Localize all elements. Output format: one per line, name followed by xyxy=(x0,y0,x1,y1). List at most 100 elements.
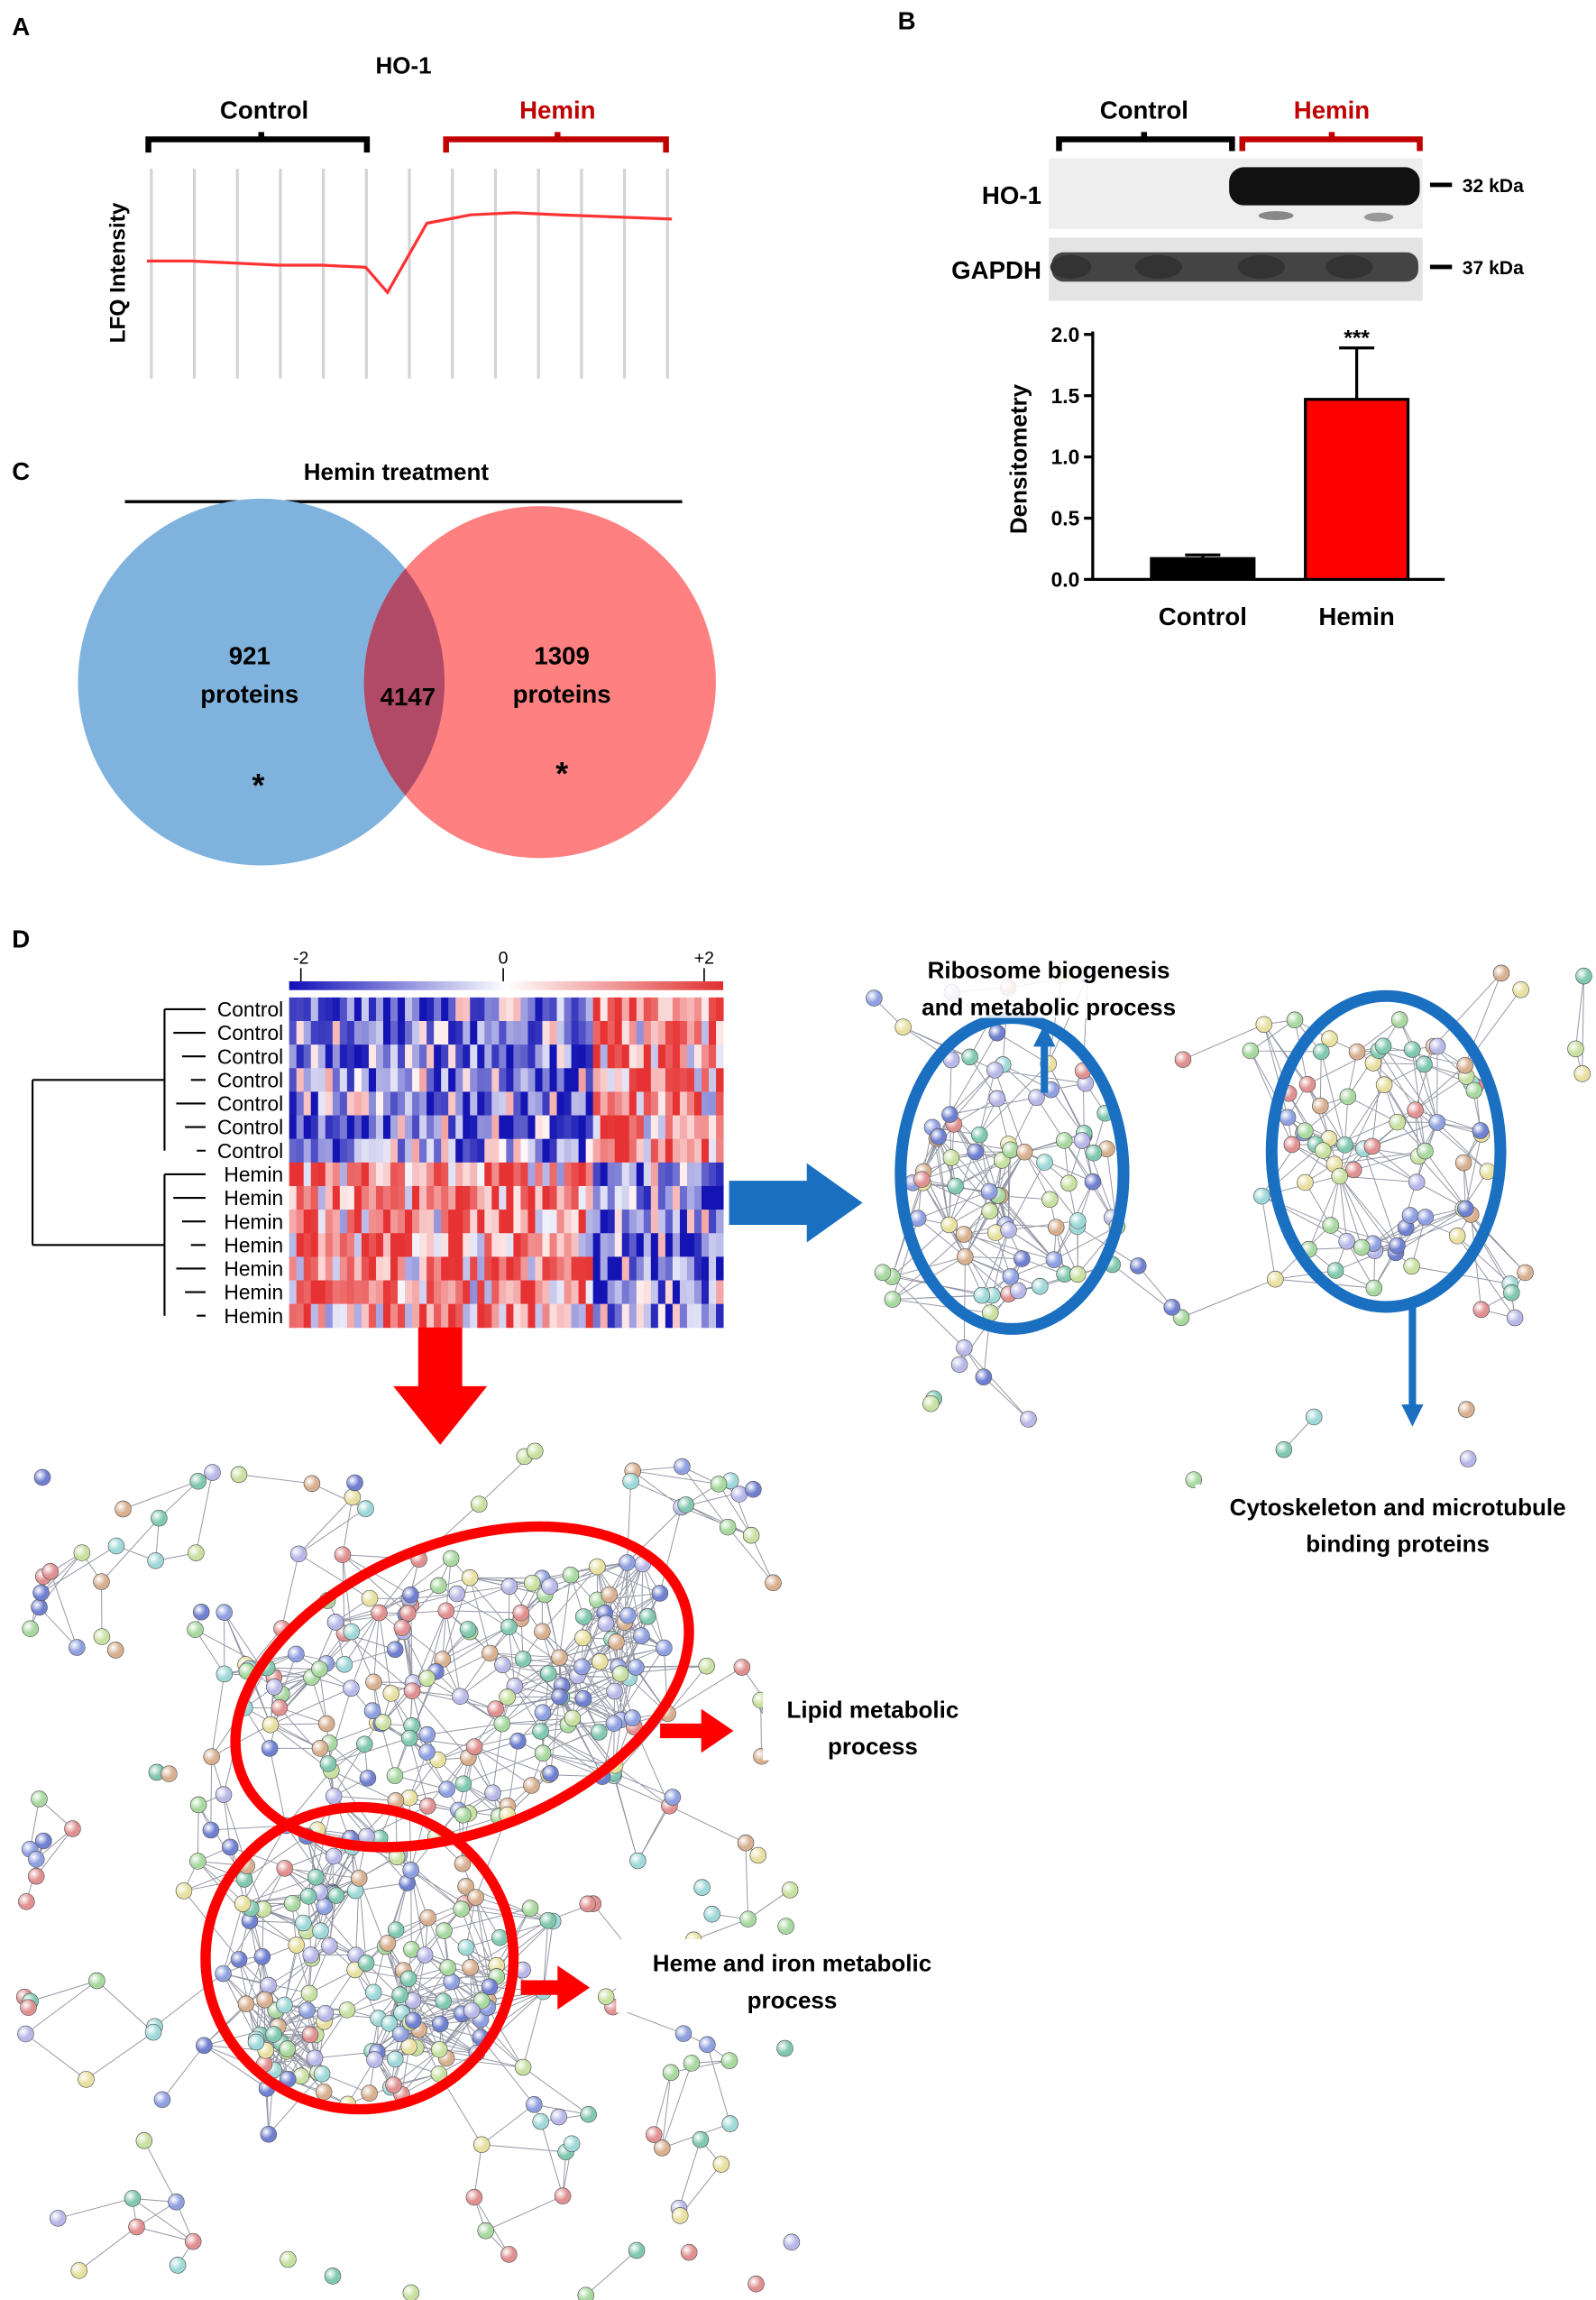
node xyxy=(1401,1207,1419,1224)
node xyxy=(69,1639,86,1656)
heat-cell xyxy=(628,1256,637,1281)
heat-cell xyxy=(535,1091,543,1117)
node xyxy=(315,2084,333,2101)
heat-cell xyxy=(527,1115,536,1140)
heat-cell xyxy=(571,1021,580,1045)
heat-cell xyxy=(455,1303,463,1329)
heat-cell xyxy=(556,1185,565,1210)
heat-cell xyxy=(513,1091,521,1117)
heat-cell xyxy=(621,1021,630,1045)
heat-cell xyxy=(455,1233,463,1257)
node xyxy=(551,1688,568,1706)
venn-title: Hemin treatment xyxy=(304,458,490,485)
heat-cell xyxy=(628,1185,637,1210)
node xyxy=(453,1900,470,1918)
heat-cell xyxy=(434,1068,442,1092)
heat-cell xyxy=(600,1256,609,1281)
heat-cell xyxy=(578,1138,587,1164)
heat-cell xyxy=(289,1162,298,1187)
node xyxy=(664,1789,682,1806)
node xyxy=(419,1798,436,1815)
heat-cell xyxy=(412,1138,420,1164)
node xyxy=(550,2108,567,2126)
heat-cell xyxy=(564,1233,573,1257)
heat-cell xyxy=(427,1162,435,1187)
node xyxy=(365,1673,382,1691)
heat-cell xyxy=(412,1091,420,1117)
heat-cell xyxy=(477,1138,485,1164)
heat-cell xyxy=(607,1091,616,1117)
heat-cell xyxy=(325,1210,334,1234)
heat-cell xyxy=(527,1068,536,1092)
heat-cell xyxy=(375,1138,384,1164)
heat-cell xyxy=(600,1280,609,1305)
node xyxy=(1032,1277,1049,1295)
heat-cell xyxy=(628,1303,637,1329)
heat-cell xyxy=(368,1210,377,1234)
node xyxy=(1069,1212,1087,1229)
node xyxy=(436,1922,453,1939)
heat-cell xyxy=(636,1233,645,1257)
node xyxy=(386,1767,404,1784)
node xyxy=(216,1604,233,1621)
node xyxy=(1060,1174,1078,1192)
heat-cell xyxy=(470,1303,478,1329)
heat-cell xyxy=(441,1021,449,1045)
node xyxy=(622,1472,639,1490)
heat-cell xyxy=(296,1021,305,1045)
heat-cell xyxy=(289,1303,298,1329)
heat-cell xyxy=(643,1210,652,1234)
significance: *** xyxy=(1344,326,1370,350)
heat-cell xyxy=(499,1210,507,1234)
node xyxy=(399,1970,417,1987)
heat-cell xyxy=(592,1280,601,1305)
heat-cell xyxy=(542,1162,550,1187)
heat-cell xyxy=(556,1303,565,1329)
set-mark: * xyxy=(252,768,265,804)
heat-cell xyxy=(499,1233,507,1257)
node xyxy=(196,2037,213,2055)
node xyxy=(343,1679,360,1697)
heat-cell xyxy=(686,1138,695,1164)
heat-cell xyxy=(463,1021,471,1045)
heat-cell xyxy=(621,1210,630,1234)
heat-cell xyxy=(535,1210,543,1234)
heat-cell xyxy=(310,1303,319,1329)
heat-cell xyxy=(470,997,478,1022)
node xyxy=(430,1577,447,1595)
heat-cell xyxy=(571,1044,580,1069)
node xyxy=(256,1991,273,2009)
node xyxy=(913,1171,931,1188)
heat-cell xyxy=(427,1021,435,1045)
heat-cell xyxy=(621,1091,630,1117)
x-tick-label: Control xyxy=(1159,603,1247,630)
heat-cell xyxy=(448,1091,456,1117)
venn-set xyxy=(363,506,716,859)
heat-cell xyxy=(296,1210,305,1234)
heat-cell xyxy=(679,1185,688,1210)
heat-cell xyxy=(513,1068,521,1092)
node xyxy=(324,2268,342,2285)
node xyxy=(430,2040,448,2058)
heat-cell xyxy=(520,1233,528,1257)
heat-cell xyxy=(289,1138,298,1164)
node xyxy=(27,1867,45,1885)
heat-cell xyxy=(600,1185,609,1210)
network-label: process xyxy=(828,1733,918,1760)
node xyxy=(942,1149,960,1166)
node xyxy=(1408,1173,1426,1191)
heat-cell xyxy=(672,997,681,1022)
heat-cell xyxy=(701,1256,710,1281)
heat-cell xyxy=(716,1091,724,1117)
heat-cell xyxy=(448,1162,456,1187)
heat-cell xyxy=(434,1138,442,1164)
heat-cell xyxy=(368,1044,377,1069)
node xyxy=(1567,1040,1584,1058)
heat-cell xyxy=(427,1210,435,1234)
node xyxy=(1255,1016,1273,1034)
heat-cell xyxy=(491,1091,500,1117)
heat-cell xyxy=(607,1280,616,1305)
heat-cell xyxy=(346,1256,355,1281)
heat-cell xyxy=(665,1115,674,1140)
node xyxy=(311,1661,328,1678)
